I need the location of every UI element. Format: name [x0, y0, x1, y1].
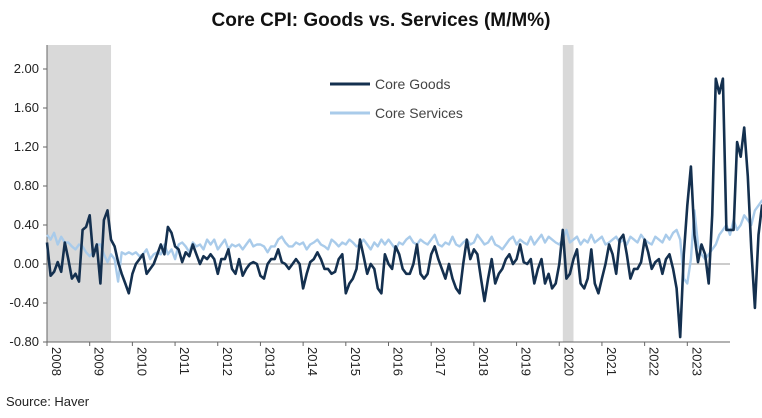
recession-band-1: [47, 45, 112, 342]
legend: Core Goods Core Services: [330, 76, 463, 121]
y-tick-label: -0.40: [9, 295, 39, 310]
x-tick-label: 2023: [689, 347, 704, 376]
x-tick-label: 2017: [433, 347, 448, 376]
x-tick-label: 2014: [305, 347, 320, 376]
chart-title: Core CPI: Goods vs. Services (M/M%): [211, 10, 551, 31]
x-tick-label: 2012: [220, 347, 235, 376]
legend-label-core-services: Core Services: [375, 105, 463, 121]
y-tick-label: 0.80: [14, 178, 39, 193]
x-tick-label: 2011: [177, 347, 192, 375]
axis-layer: 2.00 1.60 1.20 0.80 0.40 0.00 -0.40 -0.80 2008 20…: [9, 45, 730, 376]
recession-band-2: [562, 45, 574, 342]
x-tick-label: 2022: [647, 347, 662, 376]
x-tick-label: 2020: [561, 347, 576, 376]
x-tick-label: 2015: [348, 347, 363, 376]
legend-label-core-goods: Core Goods: [375, 76, 450, 92]
y-tick-label: 1.20: [14, 139, 39, 154]
y-tick-label: 0.00: [14, 256, 39, 271]
x-tick-label: 2008: [49, 347, 64, 376]
series-layer: [45, 77, 762, 339]
x-tick-label: 2021: [604, 347, 619, 376]
x-tick-label: 2018: [476, 347, 491, 376]
x-tick-label: 2019: [519, 347, 534, 376]
x-tick-label: 2010: [134, 347, 149, 376]
x-tick-label: 2016: [391, 347, 406, 376]
x-tick-label: 2009: [92, 347, 107, 376]
y-tick-label: 1.60: [14, 100, 39, 115]
recession-shading-layer: [47, 45, 574, 342]
y-tick-label: 2.00: [14, 61, 39, 76]
x-tick-label: 2013: [262, 347, 277, 376]
series-line-core-goods: [45, 77, 762, 339]
source-note: Source: Haver: [6, 394, 90, 409]
y-tick-label: -0.80: [9, 334, 39, 349]
y-tick-label: 0.40: [14, 217, 39, 232]
